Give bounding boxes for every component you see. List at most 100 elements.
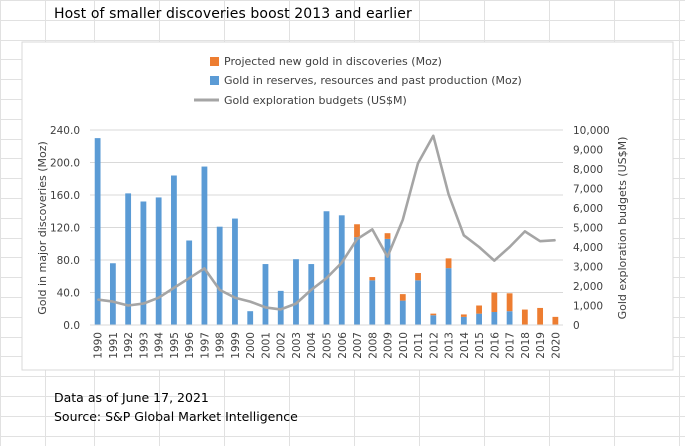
- bar-projected-2018: [521, 309, 528, 325]
- y2-tick-label: 3,000: [573, 262, 603, 274]
- bar-reserves-2011: [415, 280, 421, 325]
- y-axis-title: Gold in major discoveries (Moz): [36, 141, 49, 315]
- bar-reserves-1993: [140, 201, 147, 325]
- budget-point-1999: [234, 297, 236, 299]
- budget-point-2013: [447, 193, 450, 195]
- chart-title: Host of smaller discoveries boost 2013 a…: [54, 6, 412, 22]
- bar-reserves-1992: [125, 193, 132, 325]
- bar-reserves-2009: [384, 238, 391, 325]
- y-tick-label: 0.0: [63, 320, 80, 332]
- bar-reserves-1990: [94, 138, 101, 325]
- y2-tick-label: 2,000: [573, 281, 603, 293]
- bar-projected-2017: [506, 293, 513, 312]
- x-tick-label: 2011: [413, 332, 425, 359]
- y2-tick-label: 7,000: [573, 184, 603, 196]
- y2-tick-label: 1,000: [573, 301, 603, 313]
- x-tick-label: 1999: [230, 332, 242, 359]
- y2-tick-label: 5,000: [573, 223, 603, 235]
- budget-point-2016: [493, 260, 495, 262]
- x-tick-label: 2013: [444, 332, 456, 359]
- budget-point-2011: [417, 162, 419, 164]
- x-tick-label: 2016: [489, 332, 501, 359]
- bar-reserves-2002: [277, 290, 284, 325]
- y2-tick-label: 9,000: [573, 145, 603, 157]
- x-tick-label: 2017: [505, 332, 517, 359]
- x-tick-label: 1998: [215, 332, 227, 359]
- y-tick-label: 240.0: [50, 125, 80, 137]
- budget-point-2014: [463, 234, 465, 236]
- y-tick-label: 120.0: [50, 223, 80, 235]
- legend-swatch-projected: [210, 57, 219, 66]
- budget-point-2009: [386, 256, 389, 258]
- bar-reserves-1996: [186, 240, 193, 325]
- bar-projected-2019: [537, 307, 544, 325]
- bar-projected-2007: [354, 224, 360, 238]
- x-tick-label: 2006: [337, 332, 349, 359]
- bar-projected-2009: [384, 233, 391, 239]
- y2-tick-label: 6,000: [573, 203, 603, 215]
- bar-projected-2010: [399, 294, 406, 301]
- x-tick-label: 2010: [398, 332, 410, 359]
- source-note: Source: S&P Global Market Intelligence: [54, 409, 298, 424]
- x-tick-label: 1992: [123, 332, 135, 359]
- budget-point-1992: [127, 304, 129, 307]
- budget-point-1994: [158, 297, 160, 299]
- x-tick-label: 2001: [261, 332, 273, 359]
- legend-swatch-reserves: [210, 76, 219, 85]
- bar-reserves-1995: [171, 175, 177, 325]
- budget-point-2000: [249, 301, 251, 303]
- bar-reserves-2016: [491, 312, 498, 325]
- bar-reserves-2001: [262, 264, 269, 325]
- x-tick-label: 2012: [428, 332, 440, 359]
- bar-projected-2013: [445, 258, 452, 269]
- bar-reserves-1999: [232, 218, 238, 325]
- x-tick-label: 2000: [245, 332, 257, 359]
- budget-point-1996: [188, 277, 190, 279]
- right-axis-ticks: 0 1,000 2,000 3,000 4,000 5,000 6,000 7,000 8,00…: [573, 125, 610, 332]
- y-tick-label: 160.0: [50, 190, 80, 202]
- bar-reserves-2017: [506, 311, 513, 325]
- legend-label-reserves: Gold in reserves, resources and past pro…: [224, 74, 522, 87]
- bar-reserves-2007: [354, 237, 360, 325]
- y2-tick-label: 4,000: [573, 242, 603, 254]
- budget-point-2001: [264, 306, 267, 309]
- bar-reserves-2005: [323, 211, 330, 325]
- bar-reserves-2015: [476, 313, 482, 325]
- x-tick-label: 1996: [184, 332, 196, 359]
- budget-point-2017: [508, 246, 511, 248]
- x-tick-label: 2005: [322, 332, 334, 359]
- budget-point-1991: [112, 301, 114, 303]
- budget-point-2002: [280, 308, 282, 310]
- bar-projected-2012: [430, 313, 437, 316]
- x-tick-label: 2009: [383, 332, 395, 359]
- bar-projected-2011: [415, 273, 421, 281]
- budget-point-1995: [173, 287, 175, 289]
- y2-tick-label: 10,000: [573, 125, 610, 137]
- bar-reserves-2000: [247, 311, 254, 325]
- x-tick-label: 2007: [352, 332, 364, 359]
- bar-reserves-1991: [109, 263, 116, 325]
- budget-line-group: [97, 134, 556, 311]
- bar-reserves-2010: [399, 300, 406, 325]
- budget-point-2006: [341, 262, 343, 264]
- bar-reserves-1994: [155, 197, 162, 325]
- budget-point-2010: [402, 219, 404, 221]
- x-axis-ticks: 1990 1991 1992 1993 1994 1995 1996 1997 1998 1999…: [93, 332, 563, 359]
- bar-projected-2015: [476, 305, 482, 314]
- budget-point-2019: [539, 240, 541, 242]
- budget-point-1998: [219, 289, 221, 291]
- bar-reserves-2003: [293, 259, 299, 325]
- budget-point-2012: [432, 135, 434, 137]
- bars: [90, 138, 563, 326]
- y-tick-label: 80.0: [57, 255, 80, 267]
- x-tick-label: 2003: [291, 332, 303, 359]
- x-tick-label: 2004: [306, 332, 318, 359]
- bar-projected-2016: [491, 292, 498, 312]
- x-tick-label: 2020: [550, 332, 562, 359]
- budget-point-2018: [524, 230, 526, 232]
- x-tick-label: 1995: [169, 332, 181, 359]
- y2-tick-label: 8,000: [573, 164, 603, 176]
- x-tick-label: 2018: [520, 332, 532, 359]
- x-tick-label: 2015: [474, 332, 486, 359]
